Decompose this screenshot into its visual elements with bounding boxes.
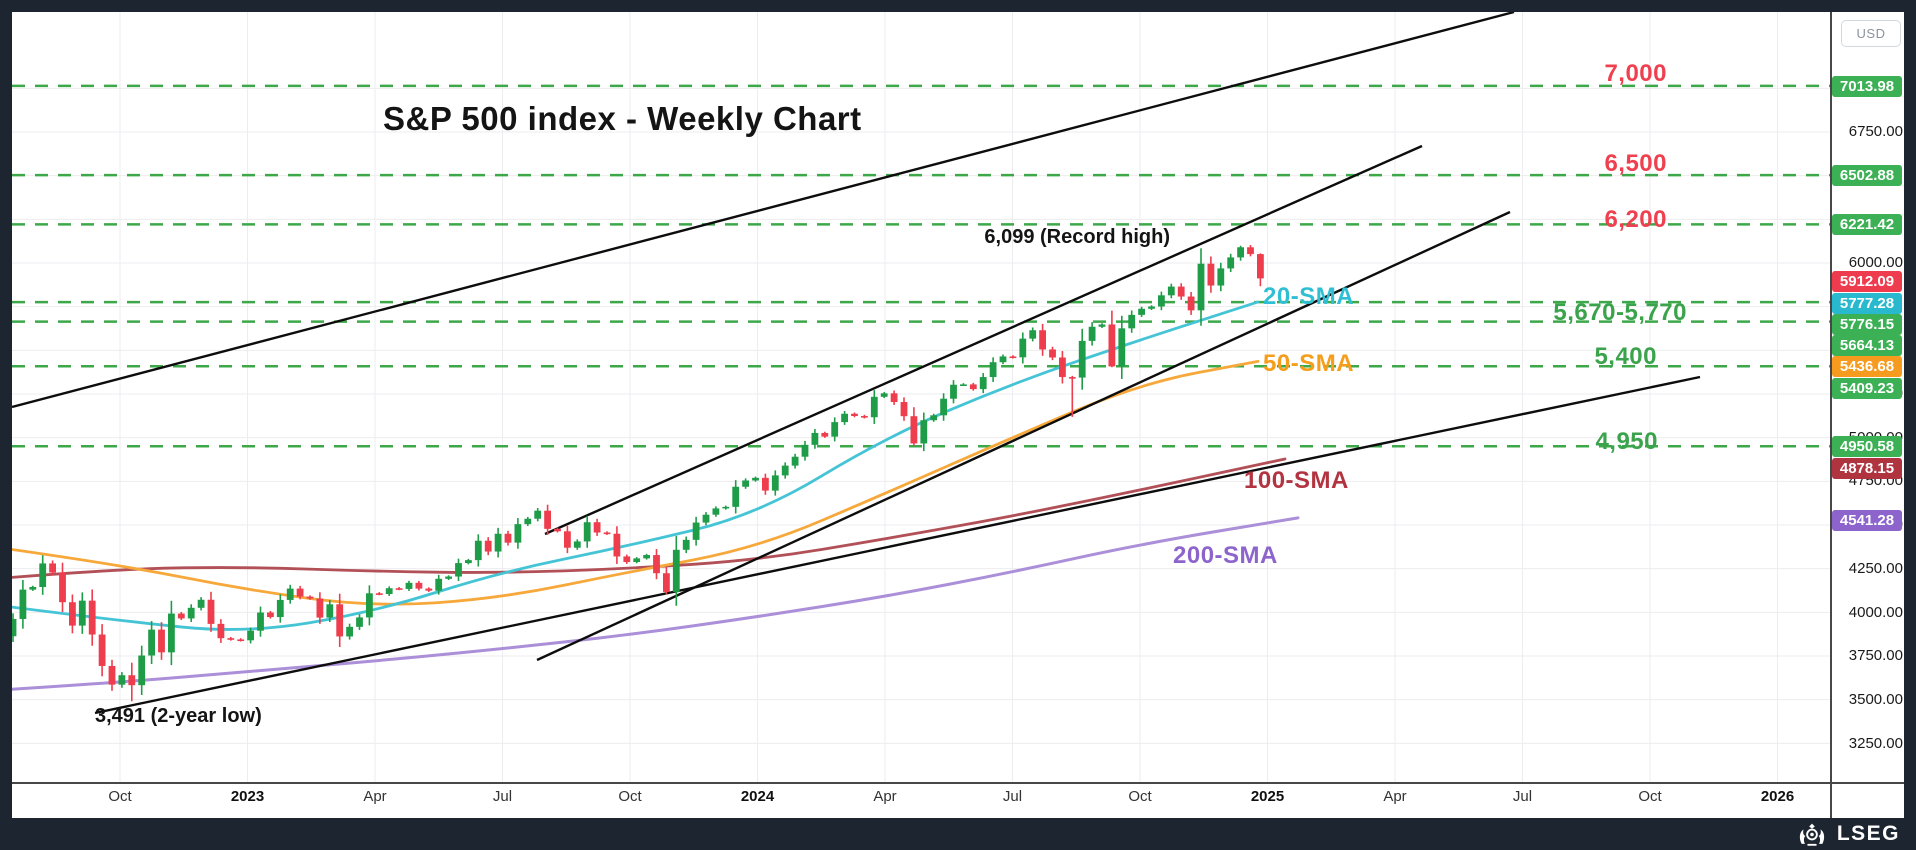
chart-annotation[interactable]: 6,099 (Record high)	[984, 226, 1170, 248]
x-axis-label: Oct	[108, 788, 132, 805]
footer-bar: LSEG	[0, 818, 1916, 850]
x-axis-label: 2024	[740, 788, 775, 805]
y-axis-tick: 3250.00	[1848, 735, 1903, 752]
x-axis-label: Apr	[1383, 788, 1407, 805]
trend-line-long-channel-top	[12, 12, 1515, 409]
level-label[interactable]: 7,000	[1604, 60, 1667, 87]
y-axis-tick: 4250.00	[1848, 560, 1903, 577]
trend-lines[interactable]	[12, 12, 1701, 715]
gridlines	[12, 12, 1830, 782]
price-badge: 5664.13	[1832, 334, 1902, 356]
x-axis-label: Jul	[492, 788, 513, 805]
level-lines	[12, 84, 1830, 448]
x-axis-label: Oct	[618, 788, 642, 805]
price-badge: 5776.15	[1832, 313, 1902, 335]
y-axis-tick: 6750.00	[1848, 123, 1903, 140]
chart-annotation[interactable]: 3,491 (2-year low)	[95, 705, 262, 727]
level-label[interactable]: 5,670-5,770	[1553, 299, 1687, 326]
x-axis-label: Jul	[1512, 788, 1533, 805]
price-badge: 4541.28	[1832, 509, 1902, 531]
level-label[interactable]: 4,950	[1595, 428, 1658, 455]
y-axis-tick: 3500.00	[1848, 691, 1903, 708]
price-badge: 5912.09	[1832, 270, 1902, 292]
lseg-crest-icon	[1799, 823, 1824, 846]
price-badge: 6221.42	[1832, 213, 1902, 235]
chart-background	[12, 12, 1904, 818]
y-axis-tick: 3750.00	[1848, 647, 1903, 664]
price-badge: 4950.58	[1832, 435, 1902, 457]
x-axis-label: Oct	[1638, 788, 1662, 805]
x-axis-label: Apr	[873, 788, 897, 805]
price-badge: 5777.28	[1832, 292, 1902, 314]
trend-line-long-channel-bottom	[94, 375, 1701, 715]
price-badge: 5436.68	[1832, 355, 1902, 377]
x-axis-label: 2023	[230, 788, 265, 805]
level-label[interactable]: 6,200	[1604, 206, 1667, 233]
y-axis-tick: 4000.00	[1848, 604, 1903, 621]
trend-line-steep-channel-top	[544, 144, 1423, 536]
x-axis-label: Oct	[1128, 788, 1152, 805]
x-axis-label: 2026	[1760, 788, 1795, 805]
x-axis-label: Jul	[1002, 788, 1023, 805]
sma-label[interactable]: 50-SMA	[1263, 350, 1355, 377]
chart-title[interactable]: S&P 500 index - Weekly Chart	[383, 100, 862, 137]
trend-line-steep-channel-bottom	[536, 210, 1511, 662]
sma-line-100-SMA	[12, 457, 1287, 579]
sma-line-200-SMA	[12, 516, 1300, 691]
sma-line-50-SMA	[12, 359, 1260, 606]
sma-lines	[12, 300, 1300, 691]
sma-label[interactable]: 20-SMA	[1263, 283, 1355, 310]
price-badge: 7013.98	[1832, 75, 1902, 97]
sma-line-20-SMA	[12, 300, 1260, 631]
level-label[interactable]: 6,500	[1604, 150, 1667, 177]
sma-label[interactable]: 200-SMA	[1173, 542, 1278, 569]
currency-button[interactable]: USD	[1841, 20, 1901, 47]
y-axis-tick: 6000.00	[1848, 254, 1903, 271]
level-label[interactable]: 5,400	[1594, 343, 1657, 370]
lseg-wordmark: LSEG	[1836, 822, 1900, 845]
sma-label[interactable]: 100-SMA	[1244, 467, 1349, 494]
price-badge: 5409.23	[1832, 377, 1902, 399]
candles	[12, 245, 1264, 702]
price-badge: 6502.88	[1832, 164, 1902, 186]
price-axis-divider	[1830, 12, 1832, 818]
x-axis-label: 2025	[1250, 788, 1285, 805]
x-axis-label: Apr	[363, 788, 387, 805]
time-axis-divider	[12, 782, 1904, 784]
price-badge: 4878.15	[1832, 457, 1902, 479]
